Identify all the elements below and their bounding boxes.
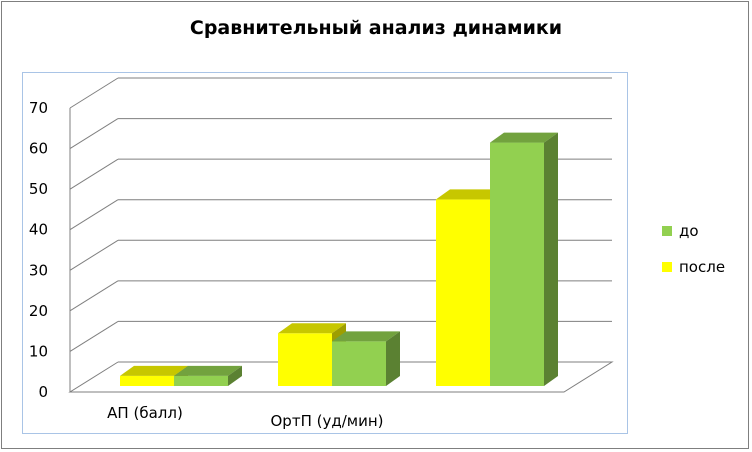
gridline-side: [69, 158, 119, 190]
bar: [332, 331, 400, 386]
bar-front: [120, 375, 174, 386]
bar-top: [174, 365, 242, 376]
bar-top: [490, 132, 558, 143]
bar: [174, 365, 242, 386]
y-tick-label: 70: [29, 99, 48, 117]
y-tick-label: 50: [29, 180, 48, 198]
gridline-side: [69, 118, 119, 149]
bar-side: [386, 331, 400, 386]
chart-title: Сравнительный анализ динамики: [189, 17, 563, 39]
y-tick-label: 0: [38, 383, 48, 401]
category-label: АП (балл): [107, 404, 183, 422]
gridline-side: [69, 321, 119, 352]
y-tick-label: 10: [29, 342, 48, 360]
bar-top: [436, 189, 504, 200]
bars: [120, 132, 558, 386]
bar-front: [490, 142, 544, 386]
bar-front: [332, 341, 386, 386]
legend: до после: [662, 222, 725, 276]
category-labels: АП (балл) ОртП (уд/мин): [107, 404, 383, 430]
bar-top: [332, 331, 400, 342]
legend-label: после: [679, 258, 725, 276]
bar-top: [120, 365, 188, 376]
legend-label: до: [679, 222, 699, 240]
y-tick-label: 30: [29, 261, 48, 279]
gridline-side: [69, 239, 119, 271]
gridline-side: [69, 199, 119, 231]
bar-side: [228, 365, 242, 386]
bar: [490, 132, 558, 386]
gridline-side: [69, 77, 119, 109]
bar-front: [174, 375, 228, 386]
y-axis-ticks: 0 10 20 30 40 50 60 70: [29, 99, 48, 401]
bar-side: [544, 132, 558, 386]
plot-area: [22, 72, 628, 434]
y-tick-label: 40: [29, 221, 48, 239]
gridline-side: [69, 280, 119, 312]
bar-front: [278, 333, 332, 386]
y-tick-label: 20: [29, 302, 48, 320]
category-label: ОртП (уд/мин): [271, 412, 384, 430]
legend-swatch: [662, 226, 672, 236]
legend-swatch: [662, 262, 672, 272]
y-tick-label: 60: [29, 140, 48, 158]
bar-top: [278, 323, 346, 334]
bar-front: [436, 199, 490, 386]
